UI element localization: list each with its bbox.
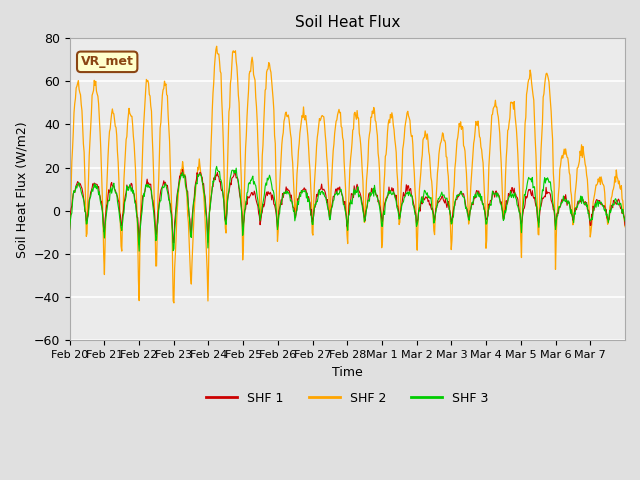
Y-axis label: Soil Heat Flux (W/m2): Soil Heat Flux (W/m2) — [15, 121, 28, 258]
Title: Soil Heat Flux: Soil Heat Flux — [294, 15, 400, 30]
Legend: SHF 1, SHF 2, SHF 3: SHF 1, SHF 2, SHF 3 — [201, 387, 494, 410]
Text: VR_met: VR_met — [81, 55, 134, 68]
X-axis label: Time: Time — [332, 366, 363, 379]
